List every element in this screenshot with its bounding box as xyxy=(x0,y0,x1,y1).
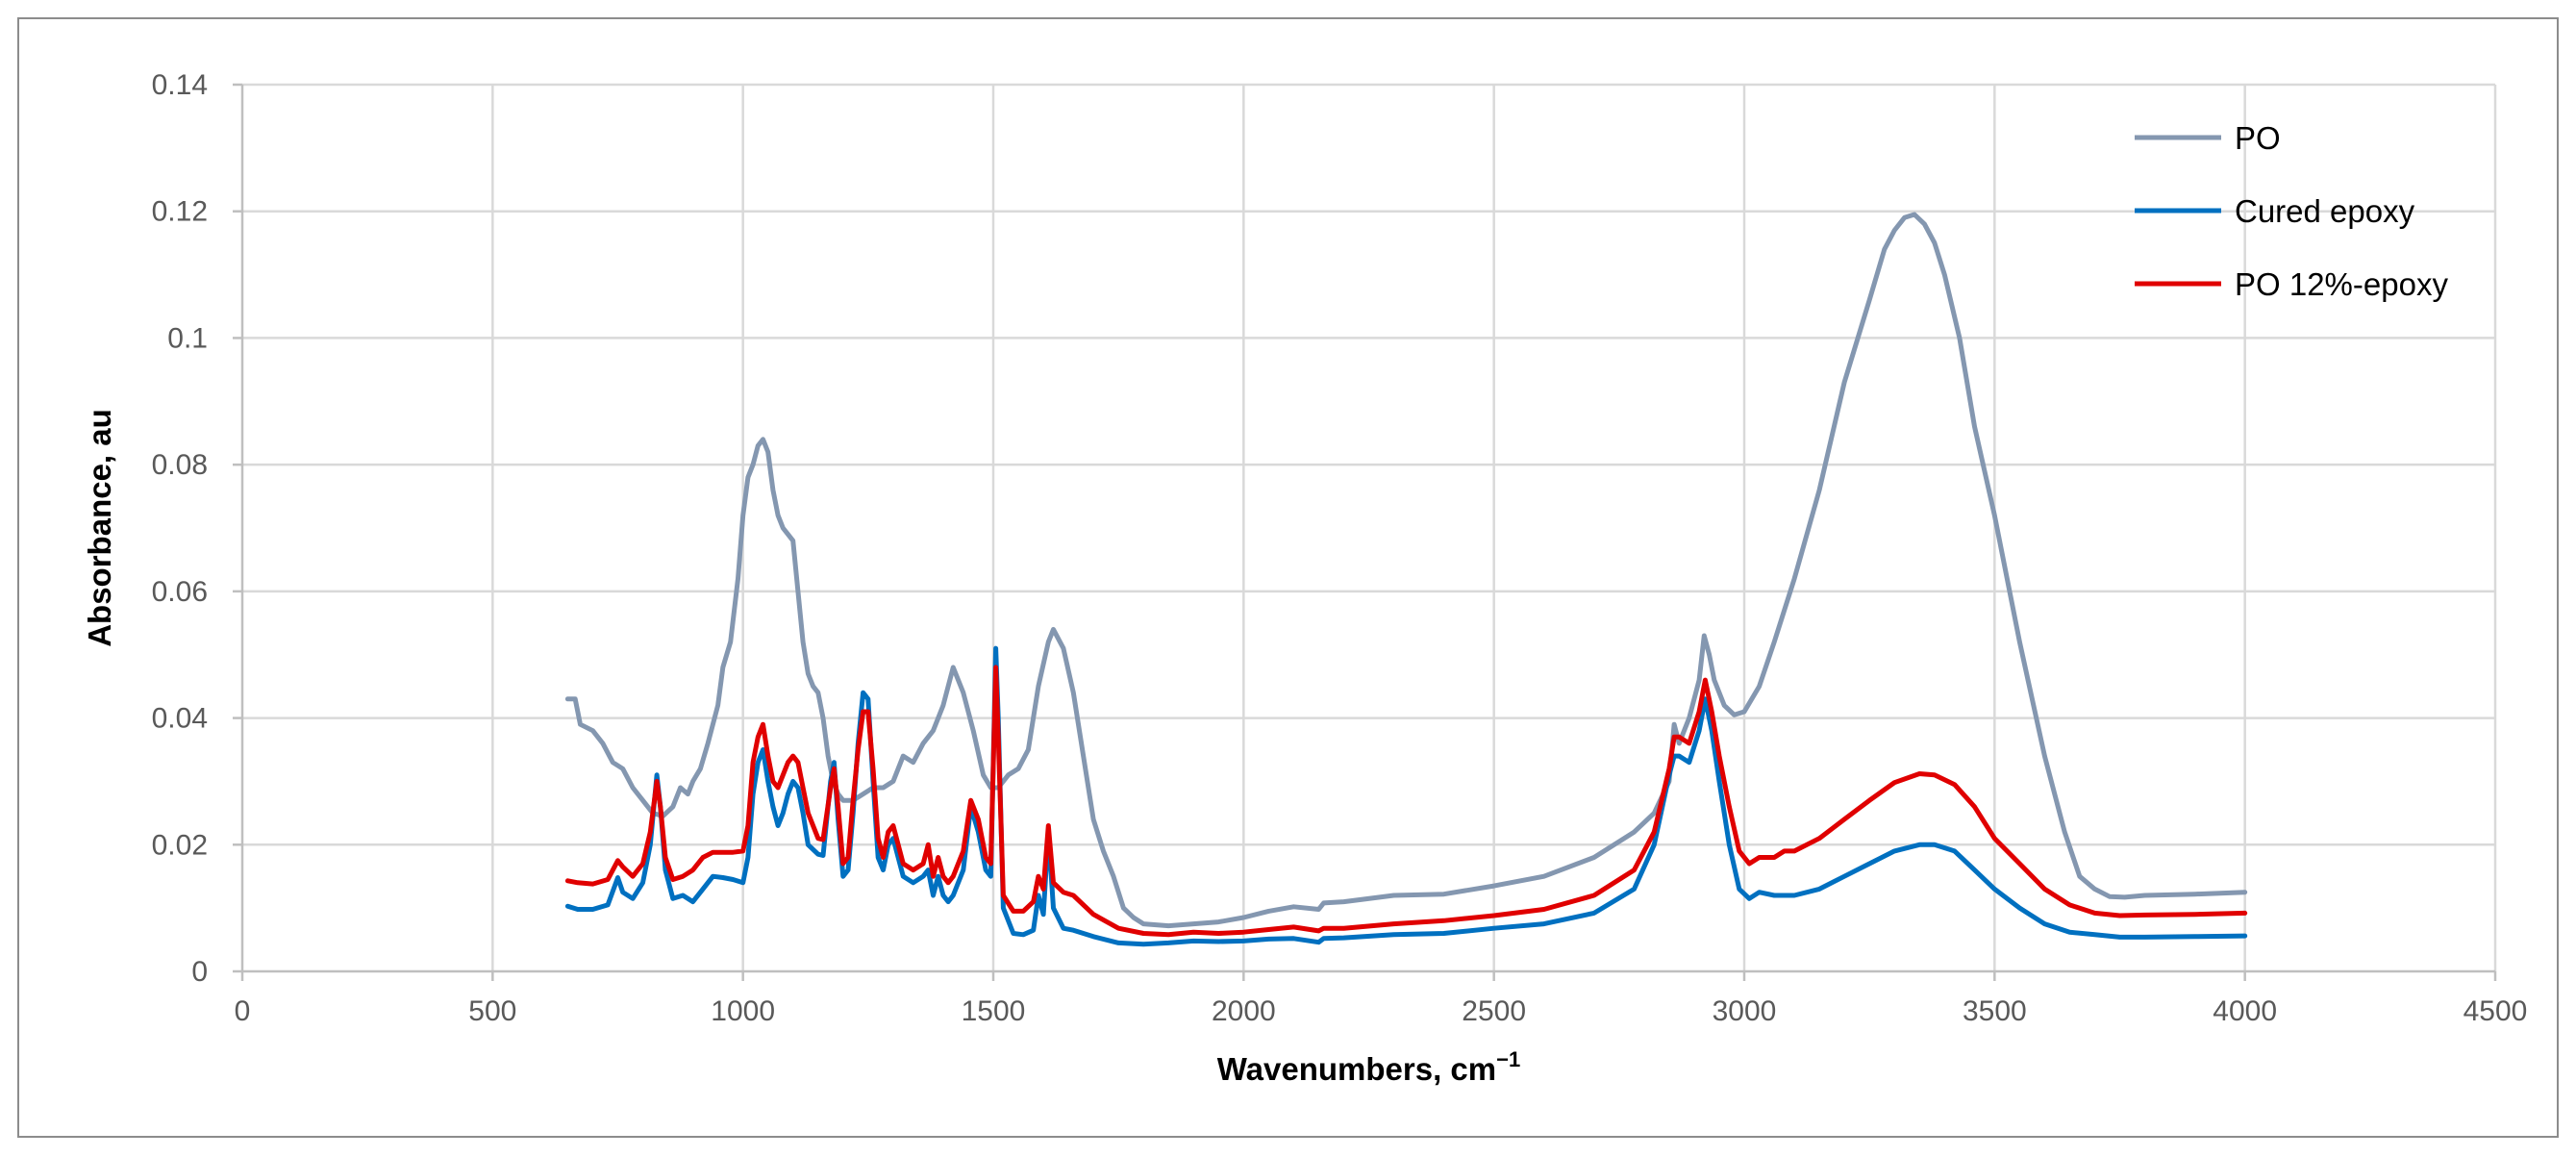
y-tick-label: 0 xyxy=(191,956,208,988)
x-tick-label: 0 xyxy=(235,995,251,1027)
line-chart: 0 500 1000 1500 2000 2500 3000 3500 4000 4500 0 0.0… xyxy=(82,69,2528,1087)
series-line-0 xyxy=(564,212,2248,929)
series-line-2 xyxy=(564,665,2248,938)
legend: PO Cured epoxy PO 12%-epoxy xyxy=(2135,120,2448,302)
x-axis-title: Wavenumbers, cm−1 xyxy=(1217,1047,1520,1087)
legend-label: PO 12%-epoxy xyxy=(2235,266,2448,302)
chart-frame: 0 500 1000 1500 2000 2500 3000 3500 4000 4500 0 0.0… xyxy=(17,17,2559,1138)
y-axis-title: Absorbance, au xyxy=(82,409,117,647)
legend-label: Cured epoxy xyxy=(2235,193,2415,229)
x-tick-label: 3000 xyxy=(1713,995,1777,1027)
y-tick-label: 0.12 xyxy=(152,196,208,228)
x-tick-label: 4500 xyxy=(2463,995,2528,1027)
x-tick-label: 500 xyxy=(468,995,516,1027)
y-tick-label: 0.06 xyxy=(152,576,208,608)
x-tick-label: 3500 xyxy=(1963,995,2027,1027)
y-tick-label: 0.1 xyxy=(167,322,208,354)
axes xyxy=(233,83,2497,981)
x-tick-label: 2500 xyxy=(1462,995,1526,1027)
y-tick-label: 0.02 xyxy=(152,829,208,861)
series-line-1 xyxy=(564,645,2248,947)
y-tick-label: 0.14 xyxy=(152,69,208,101)
x-tick-label: 1000 xyxy=(711,995,775,1027)
y-tick-label: 0.08 xyxy=(152,449,208,481)
series-lines xyxy=(564,212,2248,947)
x-tick-label: 1500 xyxy=(962,995,1026,1027)
x-axis-title-superscript: −1 xyxy=(1496,1047,1520,1071)
x-axis-title-text: Wavenumbers, cm xyxy=(1217,1051,1496,1087)
tick-labels: 0 500 1000 1500 2000 2500 3000 3500 4000 4500 0 0.0… xyxy=(152,69,2528,1027)
grid-lines xyxy=(242,83,2497,971)
legend-label: PO xyxy=(2235,120,2281,156)
x-tick-label: 4000 xyxy=(2213,995,2277,1027)
x-tick-label: 2000 xyxy=(1212,995,1276,1027)
y-tick-label: 0.04 xyxy=(152,703,208,735)
